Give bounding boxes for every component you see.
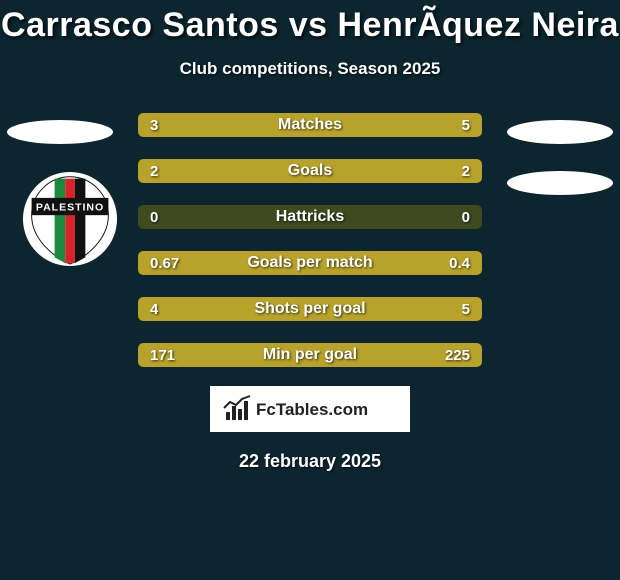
stat-value-right: 0 bbox=[462, 205, 470, 229]
stat-value-left: 4 bbox=[150, 297, 158, 321]
stat-bar-left bbox=[138, 297, 291, 321]
club-badge-palestino: PALESTINO bbox=[22, 171, 118, 267]
stat-row: 22Goals bbox=[138, 159, 482, 183]
stat-value-right: 225 bbox=[445, 343, 470, 367]
page-title: Carrasco Santos vs HenrÃ­quez Neira bbox=[0, 0, 620, 45]
stat-bar-right bbox=[291, 297, 482, 321]
stats-area: PALESTINO 35Matches22Goals00Hattricks0.6… bbox=[0, 113, 620, 367]
attribution-text: FcTables.com bbox=[256, 400, 368, 419]
page-subtitle: Club competitions, Season 2025 bbox=[0, 59, 620, 79]
stat-row: 0.670.4Goals per match bbox=[138, 251, 482, 275]
stat-bar-right bbox=[310, 159, 482, 183]
chart-icon bbox=[224, 396, 250, 420]
club-badge-text: PALESTINO bbox=[36, 201, 104, 213]
player-photo-placeholder-right-1 bbox=[507, 120, 613, 144]
stat-value-left: 0.67 bbox=[150, 251, 179, 275]
stat-row-bg bbox=[138, 205, 482, 229]
stat-value-left: 3 bbox=[150, 113, 158, 137]
stat-value-right: 5 bbox=[462, 113, 470, 137]
attribution-box: FcTables.com bbox=[209, 385, 411, 433]
stat-row: 00Hattricks bbox=[138, 205, 482, 229]
stat-value-right: 2 bbox=[462, 159, 470, 183]
stat-value-left: 2 bbox=[150, 159, 158, 183]
stat-value-left: 0 bbox=[150, 205, 158, 229]
stat-value-right: 5 bbox=[462, 297, 470, 321]
stat-bars: 35Matches22Goals00Hattricks0.670.4Goals … bbox=[138, 113, 482, 367]
stat-row: 171225Min per goal bbox=[138, 343, 482, 367]
stat-row: 35Matches bbox=[138, 113, 482, 137]
date-text: 22 february 2025 bbox=[0, 451, 620, 472]
stat-value-right: 0.4 bbox=[449, 251, 470, 275]
stat-bar-right bbox=[267, 113, 482, 137]
comparison-card: Carrasco Santos vs HenrÃ­quez Neira Club… bbox=[0, 0, 620, 580]
stat-row: 45Shots per goal bbox=[138, 297, 482, 321]
player-photo-placeholder-right-2 bbox=[507, 171, 613, 195]
stat-value-left: 171 bbox=[150, 343, 175, 367]
player-photo-placeholder-left bbox=[7, 120, 113, 144]
stat-bar-left bbox=[138, 159, 310, 183]
